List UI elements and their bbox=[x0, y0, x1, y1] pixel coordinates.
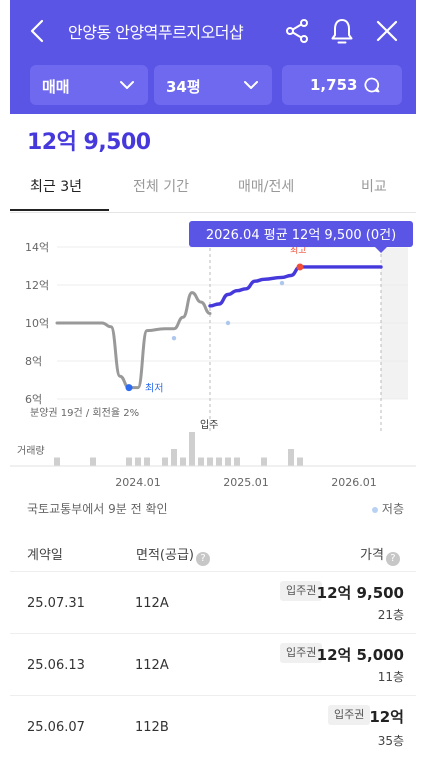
active-tab-underline bbox=[10, 209, 109, 211]
y-tick-label: 10억 bbox=[25, 317, 49, 330]
volume-bar bbox=[180, 457, 186, 466]
status-badge: 입주권 bbox=[280, 581, 323, 601]
volume-bar bbox=[207, 457, 213, 466]
size-label: 34평 bbox=[166, 78, 201, 96]
price-chart-svg: 14억 12억 10억 8억 6억 최저 최고 2026.04 평균 12억 9,500 (0… bbox=[10, 221, 416, 489]
tab-recent-3y[interactable]: 최근 3년 bbox=[30, 179, 82, 195]
row-date: 25.06.13 bbox=[27, 658, 85, 673]
title-row: 안양동 안양역푸르지오더샵 bbox=[10, 0, 416, 62]
help-icon[interactable]: ? bbox=[195, 552, 210, 566]
tooltip-text: 2026.04 평균 12억 9,500 (0건) bbox=[206, 228, 396, 243]
row-price: 12억 9,500 bbox=[316, 584, 404, 602]
table-row[interactable]: 25.07.31 112A 입주권 12억 9,500 21층 bbox=[10, 571, 416, 634]
volume-bar bbox=[225, 457, 231, 466]
volume-label: 거래량 bbox=[17, 445, 45, 457]
filter-bar: 매매 34평 1,753 bbox=[10, 65, 416, 105]
table-row[interactable]: 25.06.07 112B 입주권 12억 35층 bbox=[10, 695, 416, 762]
volume-bar bbox=[135, 457, 141, 466]
y-tick-label: 14억 bbox=[25, 241, 49, 254]
min-point bbox=[125, 384, 133, 392]
series-line bbox=[55, 291, 212, 390]
help-icon[interactable]: ? bbox=[385, 552, 400, 566]
row-price: 12억 5,000 bbox=[316, 646, 404, 664]
legend-dot bbox=[371, 506, 378, 513]
app-header: 안양동 안양역푸르지오더샵 매매 34평 1,753 bbox=[10, 0, 416, 114]
row-area: 112A bbox=[135, 658, 169, 673]
min-label: 최저 bbox=[145, 383, 163, 395]
volume-bar bbox=[198, 457, 204, 466]
tab-sale-jeonse[interactable]: 매매/전세 bbox=[238, 179, 295, 195]
y-tick-label: 12억 bbox=[25, 279, 49, 292]
tab-compare[interactable]: 비교 bbox=[361, 179, 387, 195]
chevron-down-icon bbox=[120, 81, 134, 89]
size-select[interactable]: 34평 bbox=[154, 65, 272, 105]
trade-type-select[interactable]: 매매 bbox=[30, 65, 148, 105]
page-title: 안양동 안양역푸르지오더샵 bbox=[68, 23, 244, 42]
scatter-point bbox=[225, 320, 231, 326]
share-icon[interactable] bbox=[284, 17, 310, 45]
volume-bar bbox=[171, 449, 177, 466]
header-price[interactable]: 가격? bbox=[360, 544, 400, 566]
series-line bbox=[208, 265, 383, 308]
row-floor: 35층 bbox=[377, 734, 404, 748]
volume-bar bbox=[162, 457, 168, 466]
chart-legend: 저층 bbox=[371, 500, 404, 517]
comment-count-button[interactable]: 1,753 bbox=[282, 65, 402, 105]
y-tick-label: 6억 bbox=[25, 393, 42, 406]
header-area[interactable]: 면적(공급)? bbox=[136, 544, 210, 566]
chevron-down-icon bbox=[244, 81, 258, 89]
volume-bar bbox=[144, 457, 150, 466]
scatter-point bbox=[279, 280, 285, 286]
header-contract-date-label: 계약일 bbox=[27, 548, 63, 563]
header-price-label: 가격 bbox=[360, 548, 384, 563]
tooltip-pointer bbox=[375, 247, 387, 253]
volume-bar bbox=[234, 457, 240, 466]
max-label: 최고 bbox=[290, 245, 307, 256]
x-tick-label: 2024.01 bbox=[115, 476, 161, 489]
volume-bar bbox=[288, 449, 294, 466]
volume-bar bbox=[189, 432, 195, 466]
row-date: 25.07.31 bbox=[27, 596, 85, 611]
comment-count: 1,753 bbox=[310, 76, 358, 94]
header-area-label: 면적(공급) bbox=[136, 548, 194, 563]
move-in-label: 입주 bbox=[200, 418, 218, 431]
max-point bbox=[296, 263, 304, 271]
data-source-note: 국토교통부에서 9분 전 확인 bbox=[27, 502, 168, 516]
bell-icon[interactable] bbox=[329, 17, 355, 45]
header-contract-date: 계약일 bbox=[27, 544, 63, 563]
table-row[interactable]: 25.06.13 112A 입주권 12억 5,000 11층 bbox=[10, 633, 416, 696]
volume-bar bbox=[54, 457, 60, 466]
status-badge: 입주권 bbox=[328, 705, 371, 725]
volume-bar bbox=[261, 457, 267, 466]
close-icon[interactable] bbox=[374, 17, 400, 45]
back-arrow-icon[interactable] bbox=[26, 18, 50, 44]
period-tabs: 최근 3년 전체 기간 매매/전세 비교 bbox=[10, 166, 416, 213]
row-area: 112B bbox=[135, 720, 169, 735]
volume-bar bbox=[297, 457, 303, 466]
price-chart[interactable]: 14억 12억 10억 8억 6억 최저 최고 2026.04 평균 12억 9,500 (0… bbox=[0, 218, 426, 518]
volume-bar bbox=[126, 457, 132, 466]
legend-label: 저층 bbox=[381, 502, 404, 516]
chat-bubble-icon bbox=[364, 77, 380, 93]
x-tick-label: 2025.01 bbox=[223, 476, 269, 489]
x-tick-label: 2026.01 bbox=[331, 476, 377, 489]
row-date: 25.06.07 bbox=[27, 720, 85, 735]
status-badge: 입주권 bbox=[280, 643, 323, 663]
row-price: 12억 bbox=[369, 708, 404, 726]
tooltip-box bbox=[189, 221, 413, 247]
row-area: 112A bbox=[135, 596, 169, 611]
presale-note: 분양권 19건 / 회전율 2% bbox=[30, 407, 139, 419]
volume-bar bbox=[216, 457, 222, 466]
volume-bar bbox=[90, 457, 96, 466]
trade-type-label: 매매 bbox=[42, 78, 70, 96]
headline-price: 12억 9,500 bbox=[27, 130, 151, 155]
tab-all-period[interactable]: 전체 기간 bbox=[133, 179, 189, 195]
row-floor: 11층 bbox=[377, 670, 404, 684]
scatter-point bbox=[171, 336, 177, 341]
row-floor: 21층 bbox=[377, 608, 404, 622]
y-tick-label: 8억 bbox=[25, 355, 42, 368]
